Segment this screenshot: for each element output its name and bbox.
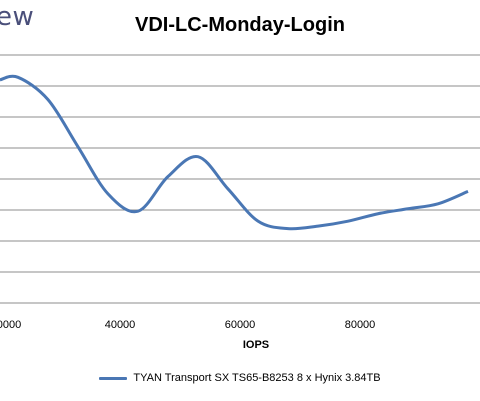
chart-gridlines	[0, 54, 480, 304]
x-tick-label: 0000	[0, 319, 21, 331]
x-axis-title: IOPS	[243, 339, 269, 351]
legend-label: TYAN Transport SX TS65-B8253 8 x Hynix 3…	[133, 372, 381, 384]
brand-logo-text: ew	[0, 2, 35, 32]
chart-title: VDI-LC-Monday-Login	[135, 14, 345, 36]
x-tick-label: 40000	[105, 319, 136, 331]
legend-swatch	[99, 376, 128, 380]
x-tick-label: 80000	[345, 319, 376, 331]
x-tick-label: 60000	[225, 319, 256, 331]
series-line	[0, 74, 469, 231]
chart-legend: TYAN Transport SX TS65-B8253 8 x Hynix 3…	[0, 372, 480, 384]
x-axis-ticks: 0000 40000 60000 80000	[0, 319, 375, 331]
chart-series	[0, 74, 469, 231]
